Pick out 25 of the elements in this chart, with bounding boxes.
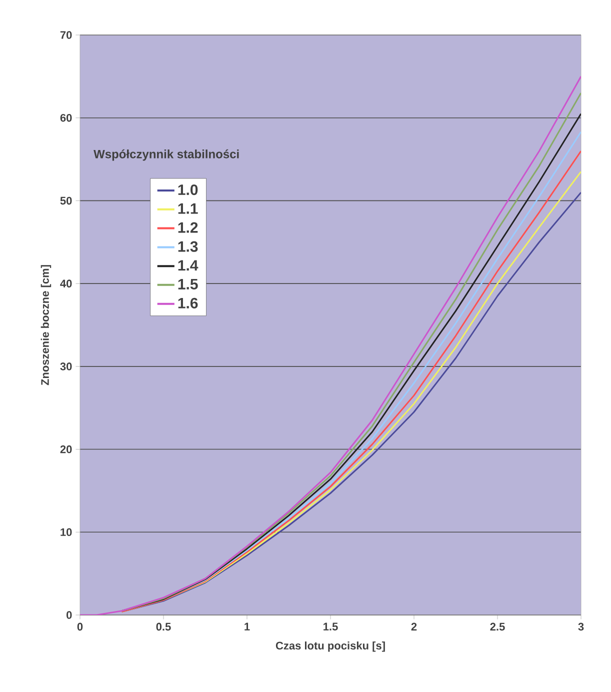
y-tick-label: 50	[60, 196, 72, 205]
y-tick-label: 10	[60, 528, 72, 536]
legend-label: 1.6	[178, 298, 198, 308]
x-tick-label: 2	[411, 622, 417, 630]
y-tick-label: 60	[60, 114, 72, 122]
y-tick-label: 0	[66, 611, 72, 619]
legend-label: 1.0	[178, 184, 198, 196]
legend-title: Współczynnik stabilności	[94, 149, 239, 161]
y-tick-label: 40	[60, 280, 72, 288]
legend-label: 1.5	[178, 279, 198, 290]
x-tick-label: 0.5	[156, 622, 171, 631]
legend-label: 1.3	[178, 241, 198, 252]
x-tick-label: 0	[77, 622, 83, 631]
x-tick-label: 1.5	[324, 622, 338, 630]
x-axis-title: Czas lotu pocisku [s]	[276, 641, 385, 652]
y-tick-label: 20	[60, 445, 72, 454]
x-tick-label: 1	[244, 622, 250, 630]
legend-label: 1.1	[178, 203, 198, 214]
legend-label: 1.2	[178, 222, 198, 233]
y-axis-title: Znoszenie boczne [cm]	[40, 265, 52, 386]
y-tick-label: 30	[60, 362, 72, 370]
x-tick-label: 2.5	[490, 622, 505, 631]
x-tick-label: 3	[578, 622, 584, 631]
y-tick-label: 70	[60, 31, 72, 39]
legend-label: 1.4	[178, 260, 198, 271]
